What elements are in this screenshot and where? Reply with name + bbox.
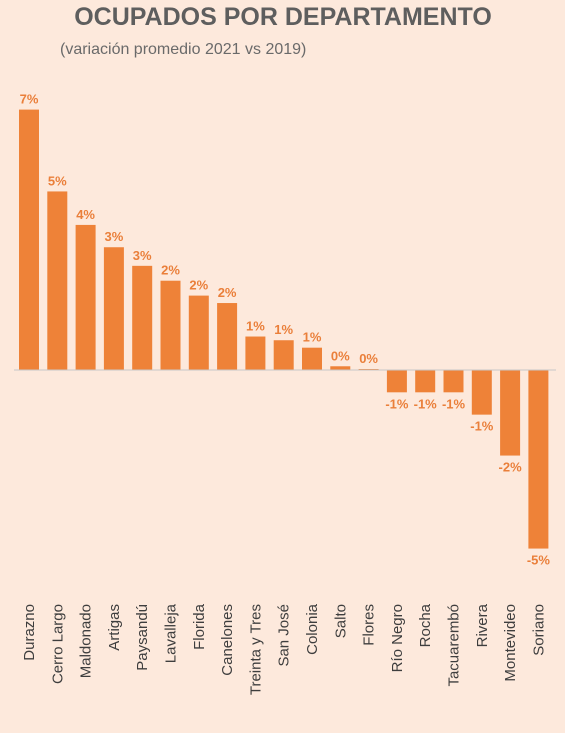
x-tick-label-15: Rocha (417, 603, 434, 647)
bar-12 (330, 366, 351, 370)
bar-19 (528, 370, 549, 549)
x-tick-label-13: Flores (361, 604, 378, 646)
x-tick-label-9: Treinta y Tres (247, 604, 264, 695)
x-tick-label-6: Lavalleja (163, 603, 180, 663)
bar-9 (245, 336, 266, 370)
x-tick-label-8: Canelones (219, 604, 236, 676)
data-labels-group: 7% 5% 4% 3% 3% 2% 2% 2% 1% 1% 1% 0% 0% -1% -1% -1% -1% -2… (20, 92, 551, 568)
bar-8 (217, 303, 238, 370)
x-tick-label-17: Rivera (474, 603, 491, 647)
bar-16 (443, 370, 464, 393)
bar-1 (19, 109, 39, 370)
bar-17 (471, 370, 492, 415)
x-tick-label-10: San José (276, 604, 293, 667)
data-label-15: -1% (414, 396, 438, 411)
bar-3 (75, 224, 96, 370)
bar-18 (500, 370, 521, 456)
x-tick-label-2: Cerro Largo (49, 604, 66, 684)
data-label-4: 3% (105, 229, 124, 244)
bar-2 (47, 191, 68, 370)
data-label-12: 0% (331, 348, 350, 363)
bar-10 (273, 340, 294, 370)
data-label-14: -1% (385, 396, 409, 411)
x-tick-label-4: Artigas (106, 604, 123, 651)
bar-11 (302, 347, 322, 370)
data-label-9: 1% (246, 319, 265, 334)
x-tick-label-5: Paysandú (134, 604, 151, 671)
data-label-11: 1% (303, 330, 322, 345)
x-tick-label-18: Montevideo (502, 604, 519, 682)
x-tick-label-14: Río Negro (389, 604, 406, 672)
x-tick-label-11: Colonia (304, 603, 321, 655)
chart-title: OCUPADOS POR DEPARTAMENTO (74, 3, 492, 31)
bars-group (19, 109, 549, 549)
x-tick-labels-group: Durazno Cerro Largo Maldonado Artigas Paysan… (21, 603, 547, 695)
data-label-17: -1% (470, 419, 494, 434)
x-tick-label-7: Florida (191, 603, 208, 650)
x-tick-label-19: Soriano (530, 604, 547, 656)
bar-6 (160, 280, 181, 370)
data-label-8: 2% (218, 285, 237, 300)
x-tick-label-16: Tacuarembó (446, 604, 463, 687)
bar-4 (103, 247, 124, 370)
data-label-16: -1% (442, 396, 466, 411)
data-label-3: 4% (76, 207, 95, 222)
data-label-10: 1% (274, 322, 293, 337)
x-tick-label-3: Maldonado (78, 604, 95, 678)
bar-14 (386, 370, 407, 393)
x-tick-label-12: Salto (332, 604, 349, 638)
data-label-7: 2% (189, 278, 208, 293)
data-label-19: -5% (527, 553, 551, 568)
data-label-6: 2% (161, 263, 180, 278)
data-label-18: -2% (499, 460, 523, 475)
bar-5 (132, 265, 153, 370)
bar-15 (415, 370, 436, 393)
data-label-5: 3% (133, 248, 152, 263)
data-label-1: 7% (20, 92, 39, 107)
data-label-13: 0% (359, 351, 378, 366)
data-label-2: 5% (48, 173, 67, 188)
x-tick-label-1: Durazno (21, 604, 38, 661)
chart-subtitle: (variación promedio 2021 vs 2019) (60, 41, 306, 58)
bar-7 (188, 295, 209, 370)
